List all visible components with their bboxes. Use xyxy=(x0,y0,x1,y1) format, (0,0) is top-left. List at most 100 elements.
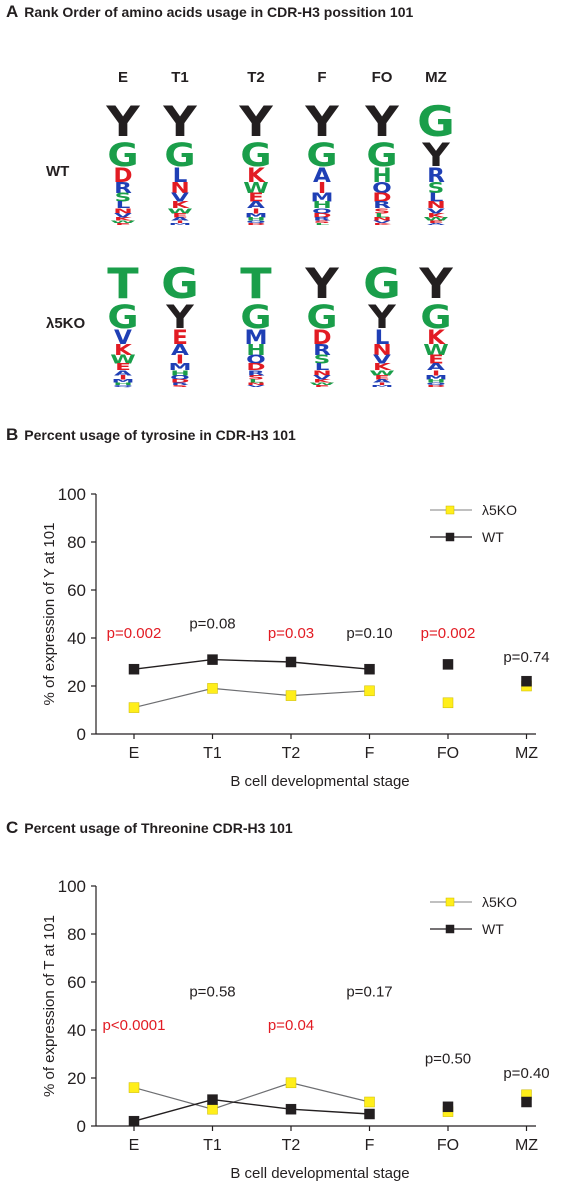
data-point xyxy=(285,1103,297,1115)
y-tick-label: 60 xyxy=(67,973,86,992)
logo-letter: A xyxy=(171,216,189,221)
data-point xyxy=(128,1115,140,1127)
legend-label: λ5KO xyxy=(482,894,517,910)
x-axis-title: B cell developmental stage xyxy=(230,773,409,790)
logo-letter: Y xyxy=(367,299,396,337)
p-value-label: p=0.10 xyxy=(346,625,392,642)
series-line xyxy=(133,1082,370,1110)
logo-letter: G xyxy=(240,137,271,175)
data-point xyxy=(128,702,140,713)
panel-c-letter: C xyxy=(6,818,19,837)
logo-letter: N xyxy=(426,200,445,211)
logo-letter: K xyxy=(373,222,393,225)
logo-letter: L xyxy=(249,378,264,383)
panel-b-letter: B xyxy=(6,425,19,444)
logo-column-label: T2 xyxy=(247,69,265,86)
logo-letter: E xyxy=(428,353,444,367)
y-tick-label: 60 xyxy=(67,581,86,600)
logo-letter: G xyxy=(417,98,455,146)
data-point xyxy=(285,656,297,668)
logo-letter: V xyxy=(171,191,190,205)
logo-letter: W xyxy=(423,341,449,359)
x-tick-label: E xyxy=(129,745,140,762)
data-point xyxy=(364,685,375,697)
logo-letter: S xyxy=(248,374,265,381)
logo-letter: Y xyxy=(162,98,198,146)
logo-letter: E xyxy=(314,384,330,387)
logo-letter: M xyxy=(311,191,334,205)
logo-letter: I xyxy=(119,374,128,381)
panel-a-title-text: Rank Order of amino acids usage in CDR-H… xyxy=(24,4,414,20)
logo-column-label: T1 xyxy=(171,69,189,86)
logo-letter: W xyxy=(243,179,269,197)
logo-column-label: E xyxy=(118,69,128,86)
data-point xyxy=(364,1108,375,1120)
logo-letter: R xyxy=(171,382,189,386)
data-point xyxy=(442,1101,454,1113)
logo-letter: S xyxy=(172,384,189,387)
logo-letter: K xyxy=(247,165,266,188)
logo-letter: A xyxy=(171,341,190,359)
logo-letter: Y xyxy=(304,260,340,308)
logo-letter: T xyxy=(240,260,272,308)
logo-letter: E xyxy=(172,212,188,219)
logo-letter: K xyxy=(373,362,393,373)
logo-letter: L xyxy=(315,222,330,225)
x-tick-label: FO xyxy=(437,745,459,762)
p-value-label: p=0.002 xyxy=(421,625,476,642)
x-tick-label: T2 xyxy=(282,1137,301,1154)
y-axis-title: % of expression of Y at 101 xyxy=(41,523,58,706)
logo-letter: D xyxy=(426,384,445,387)
panel-c-title: C Percent usage of Threonine CDR-H3 101 xyxy=(6,818,293,838)
logo-letter: D xyxy=(372,191,391,205)
p-value-label: p=0.002 xyxy=(107,625,162,642)
logo-letter: R xyxy=(247,369,265,378)
logo-letter: M xyxy=(169,222,192,225)
logo-letter: R xyxy=(427,165,445,188)
legend-label: λ5KO xyxy=(482,502,517,518)
logo-letter: K xyxy=(313,378,332,383)
panel-a-letter: A xyxy=(6,2,19,21)
logo-letter: N xyxy=(372,216,391,221)
logo-letter: H xyxy=(170,369,189,378)
logo-letter: G xyxy=(164,137,195,175)
logo-letter: M xyxy=(245,212,268,219)
logo-letter: W xyxy=(369,369,395,378)
logo-letter: I xyxy=(378,382,387,386)
logo-letter: S xyxy=(314,353,331,367)
logo-letter: V xyxy=(313,374,331,381)
logo-letter: I xyxy=(432,369,441,378)
series-line xyxy=(133,1098,370,1122)
logo-letter: G xyxy=(240,299,271,337)
logo-letter: K xyxy=(114,216,133,221)
x-tick-label: F xyxy=(365,745,375,762)
logo-letter: M xyxy=(112,378,135,383)
p-value-label: p=0.58 xyxy=(189,983,235,1000)
threonine-usage-chart: 0 20 40 60 80 100 E T1 T2 F FO MZ % of expression of… xyxy=(41,877,550,1182)
logo-letter: G xyxy=(306,299,337,337)
data-point xyxy=(364,1096,375,1108)
logo-letter: Y xyxy=(238,98,274,146)
x-tick-label: MZ xyxy=(515,745,538,762)
series-line xyxy=(133,687,370,709)
legend-label: WT xyxy=(482,921,504,937)
p-value-label: p=0.08 xyxy=(189,615,235,632)
data-point xyxy=(364,663,375,675)
tyrosine-usage-chart: 0 20 40 60 80 100 E T1 T2 F FO MZ % of expression of… xyxy=(41,485,550,790)
p-value-label: p=0.04 xyxy=(268,1017,314,1034)
logo-letter: Q xyxy=(246,220,266,224)
p-value-label: p=0.74 xyxy=(503,649,549,666)
logo-letter: I xyxy=(318,179,327,197)
logo-letter: H xyxy=(246,341,265,359)
data-point xyxy=(521,675,532,687)
logo-letter: L xyxy=(173,165,188,188)
y-axis-title: % of expression of T at 101 xyxy=(41,915,58,1097)
logo-letter: E xyxy=(428,220,444,224)
logo-letter: D xyxy=(113,165,132,188)
logo-letter: S xyxy=(115,191,132,205)
y-tick-label: 100 xyxy=(58,877,86,896)
